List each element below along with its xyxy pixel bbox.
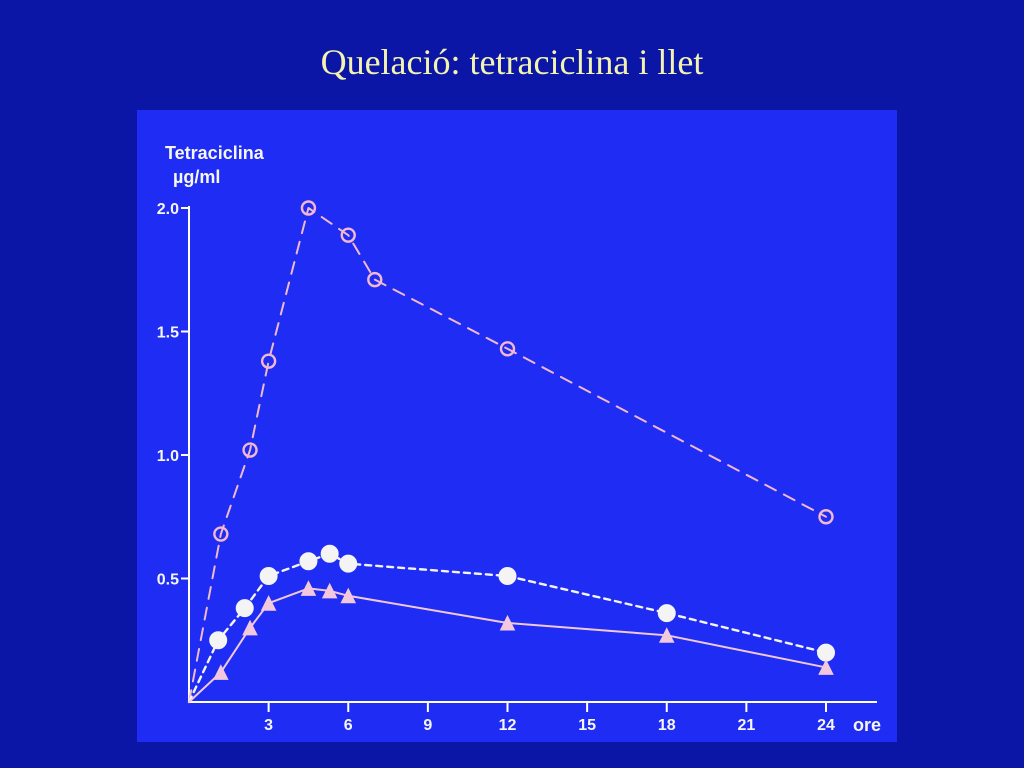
x-tick-label: 6 (344, 717, 353, 734)
open-circle-point (818, 509, 834, 525)
filled-circle-point (259, 567, 278, 586)
x-tick-label: 12 (499, 717, 517, 734)
open-circle-point (213, 526, 229, 542)
y-tick-label: 0.5 (157, 572, 179, 589)
triangle-point (658, 627, 675, 643)
series-line-2 (187, 552, 828, 704)
triangle-point (340, 587, 357, 604)
label-layer: Tetraciclina µg/ml ore 3 6 9 12 15 18 21 24 0.5 1… (157, 143, 881, 735)
triangle-point (300, 580, 317, 596)
marker-layer (209, 200, 835, 680)
y-tick-label: 1.5 (157, 325, 179, 342)
filled-circle-point (209, 631, 228, 650)
y-tick-label: 1.0 (157, 448, 179, 465)
x-tick-label: 18 (658, 717, 676, 734)
series-layer (187, 207, 828, 704)
open-circle-point (300, 200, 317, 216)
filled-circle-point (817, 643, 835, 662)
filled-circle-point (320, 544, 339, 563)
filled-circle-point (235, 599, 254, 618)
x-tick-label: 9 (423, 717, 432, 734)
filled-circle-point (498, 567, 517, 586)
x-axis-label: ore (853, 715, 881, 735)
filled-circle-point (299, 552, 318, 571)
open-circle-point (260, 353, 277, 369)
x-tick-label: 15 (578, 717, 596, 734)
filled-circle-point (657, 604, 676, 623)
open-circle-point (367, 271, 383, 288)
y-axis-label-line1: Tetraciclina (165, 143, 265, 163)
open-circle-point (242, 442, 258, 458)
chart-panel: Tetraciclina µg/ml ore 3 6 9 12 15 18 21 24 0.5 1… (137, 110, 897, 742)
y-axis-label-line2: µg/ml (173, 167, 220, 187)
slide-title: Quelació: tetraciclina i llet (320, 42, 704, 82)
triangle-point (242, 619, 258, 636)
y-tick-label: 2.0 (157, 201, 179, 218)
triangle-point (499, 614, 516, 631)
triangle-point (321, 582, 338, 599)
line-chart: Tetraciclina µg/ml ore 3 6 9 12 15 18 21 24 0.5 1… (157, 143, 881, 735)
open-circle-point (340, 227, 356, 243)
x-tick-label: 3 (264, 717, 273, 734)
triangle-point (260, 595, 277, 611)
filled-circle-point (339, 554, 358, 573)
x-tick-label: 21 (737, 717, 755, 734)
axes-layer (181, 206, 877, 712)
x-tick-label: 24 (817, 717, 835, 734)
triangle-point (213, 664, 229, 680)
open-circle-point (499, 341, 516, 357)
triangle-point (818, 659, 834, 675)
series-line-1 (188, 207, 827, 703)
series-line-3 (188, 587, 827, 703)
